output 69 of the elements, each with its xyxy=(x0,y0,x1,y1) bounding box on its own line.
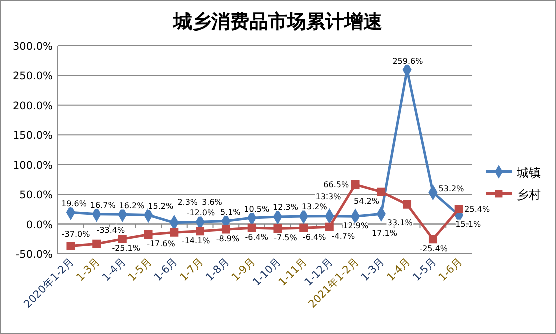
y-tick-label: 250.0% xyxy=(12,70,54,83)
data-label: 19.6% xyxy=(62,200,88,209)
point xyxy=(118,234,127,244)
x-tick-label: 1-4月 xyxy=(385,256,414,284)
data-label: 33.1% xyxy=(387,218,414,228)
point xyxy=(454,204,464,214)
y-tick-label: 100.0% xyxy=(12,160,54,172)
x-tick-label: 1-8月 xyxy=(204,256,232,284)
data-label: -14.1% xyxy=(182,236,211,246)
x-tick-label: 1-5月 xyxy=(126,256,155,284)
data-label: 54.2% xyxy=(354,196,380,206)
point xyxy=(274,224,282,233)
data-label: -33.4% xyxy=(96,226,126,236)
y-tick-label: 200.0% xyxy=(12,100,54,112)
data-label: -6.4% xyxy=(245,232,269,242)
data-label: 17.1% xyxy=(372,229,398,238)
data-label: 259.6% xyxy=(392,56,424,66)
data-label: -4.7% xyxy=(332,232,356,241)
data-label: 66.5% xyxy=(324,180,350,190)
data-label: 2.3% xyxy=(178,198,198,207)
x-tick-label: 1-6月 xyxy=(152,256,181,284)
data-label: 10.5% xyxy=(244,204,270,214)
x-tick-label: 1-3月 xyxy=(74,256,103,284)
x-tick-label: 1-4月 xyxy=(100,256,129,284)
y-tick-label: 0.0% xyxy=(26,219,54,232)
data-label: 3.6% xyxy=(202,198,223,208)
data-label: -12.0% xyxy=(186,208,216,218)
data-label: 13.2% xyxy=(302,202,328,212)
y-tick-label: -50.0% xyxy=(16,249,54,261)
data-label: 25.4% xyxy=(464,205,490,214)
data-label: -8.9% xyxy=(216,234,240,244)
data-label: 5.1% xyxy=(220,208,242,218)
y-tick-label: 300.0% xyxy=(12,41,54,53)
data-label: 12.9% xyxy=(343,222,369,230)
point xyxy=(222,225,230,234)
point xyxy=(428,235,438,244)
data-label: 16.7% xyxy=(90,201,116,210)
x-tick-label: 1-6月 xyxy=(436,256,466,284)
data-label: -17.6% xyxy=(147,240,176,249)
data-label: 53.2% xyxy=(438,184,465,194)
x-tick-label: 1-7月 xyxy=(178,256,206,284)
data-label: 15.2% xyxy=(148,202,174,212)
data-label: -37.0% xyxy=(62,230,91,240)
x-tick-label: 1-3月 xyxy=(359,256,388,284)
point xyxy=(300,224,308,232)
point xyxy=(377,188,386,196)
x-tick-label: 1-5月 xyxy=(410,256,440,284)
data-label: 13.3% xyxy=(316,192,342,202)
point xyxy=(325,222,334,232)
point xyxy=(248,224,256,232)
point xyxy=(92,240,102,248)
point xyxy=(144,230,153,239)
data-label: -25.4% xyxy=(420,244,448,254)
data-label: -25.1% xyxy=(112,244,141,254)
y-tick-label: 50.0% xyxy=(20,190,54,202)
data-label: 16.2% xyxy=(119,202,146,211)
point xyxy=(351,180,360,189)
data-label: 12.3% xyxy=(273,202,299,212)
chart-title: 城乡消费品市场累计增速 xyxy=(172,11,382,33)
legend-label: 城镇 xyxy=(516,166,541,180)
data-label: 15.1% xyxy=(456,220,482,230)
point xyxy=(403,200,412,209)
y-tick-label: 150.0% xyxy=(12,130,54,142)
point xyxy=(170,228,179,237)
data-label: -7.5% xyxy=(274,234,298,243)
legend-label: 乡村 xyxy=(517,188,541,202)
point xyxy=(66,242,76,250)
data-label: -6.4% xyxy=(303,232,327,242)
point xyxy=(196,227,205,236)
